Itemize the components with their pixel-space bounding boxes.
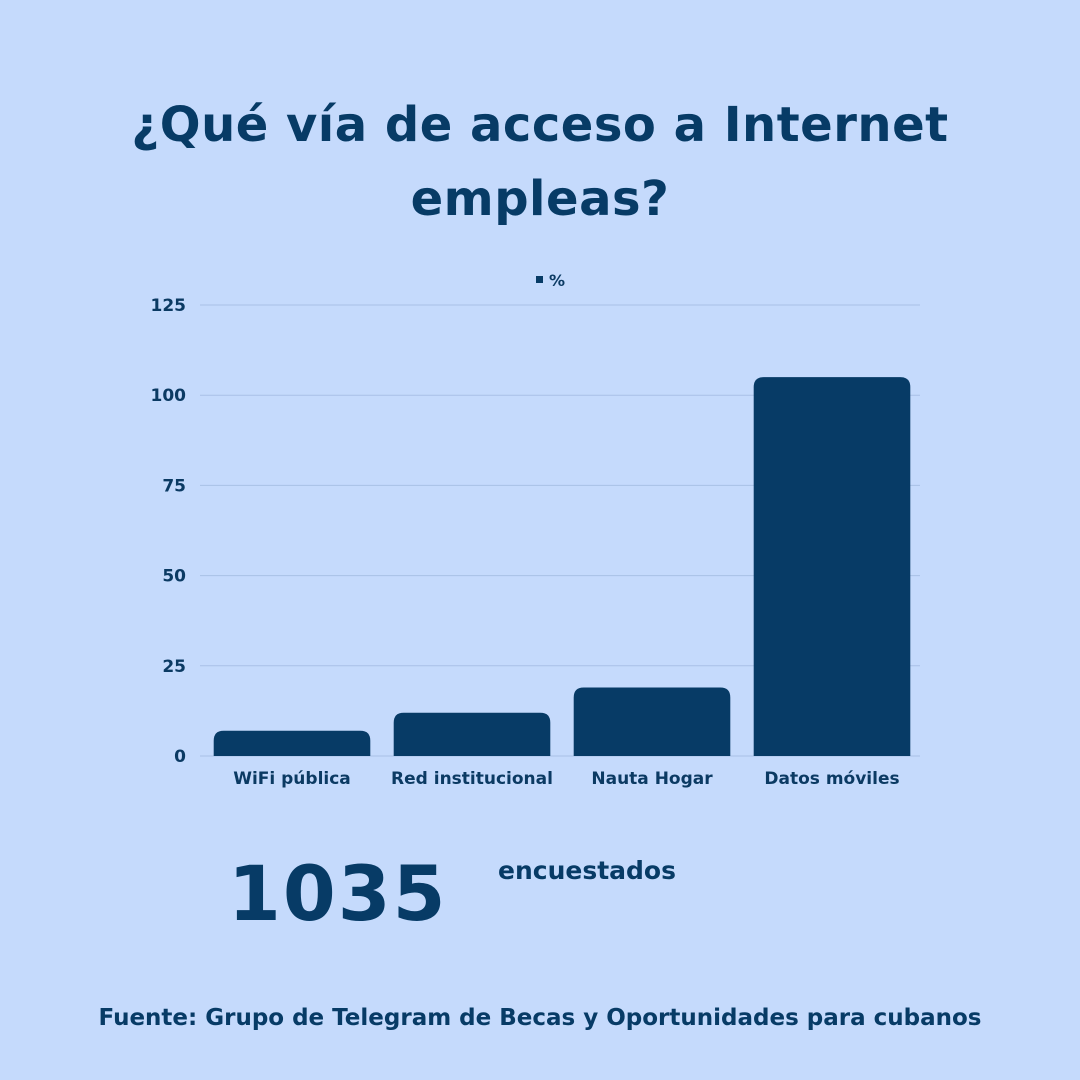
x-tick-label: WiFi pública (233, 769, 351, 789)
legend: % (536, 271, 565, 290)
x-tick-label: Nauta Hogar (591, 769, 713, 789)
x-axis-labels: WiFi pública Red institucional Nauta Hogar… (233, 769, 899, 789)
bar-nauta-hogar (573, 687, 731, 756)
bars (213, 377, 911, 756)
bar-chart: 0 25 50 75 100 125 WiFi pública Red institucio… (151, 271, 920, 789)
x-tick-label: Red institucional (391, 769, 553, 789)
bar-red-institucional (393, 712, 551, 756)
chart-title: ¿Qué vía de acceso a Internet empleas? (131, 97, 949, 227)
x-tick-label: Datos móviles (764, 769, 899, 789)
y-axis-ticks: 0 25 50 75 100 125 (151, 296, 187, 767)
y-tick-label: 100 (151, 386, 187, 406)
y-tick-label: 25 (162, 657, 186, 677)
bar-wifi-p-blica (213, 730, 371, 756)
bar-datos-m-viles (753, 377, 911, 756)
y-tick-label: 50 (162, 567, 186, 587)
legend-label: % (549, 271, 565, 290)
y-tick-label: 75 (162, 476, 186, 496)
y-tick-label: 0 (174, 747, 186, 767)
respondent-count: 1035 (228, 849, 448, 938)
y-tick-label: 125 (151, 296, 187, 316)
legend-swatch (536, 276, 543, 283)
source-note: Fuente: Grupo de Telegram de Becas y Opo… (98, 1005, 982, 1031)
respondent-count-label: encuestados (498, 856, 676, 885)
